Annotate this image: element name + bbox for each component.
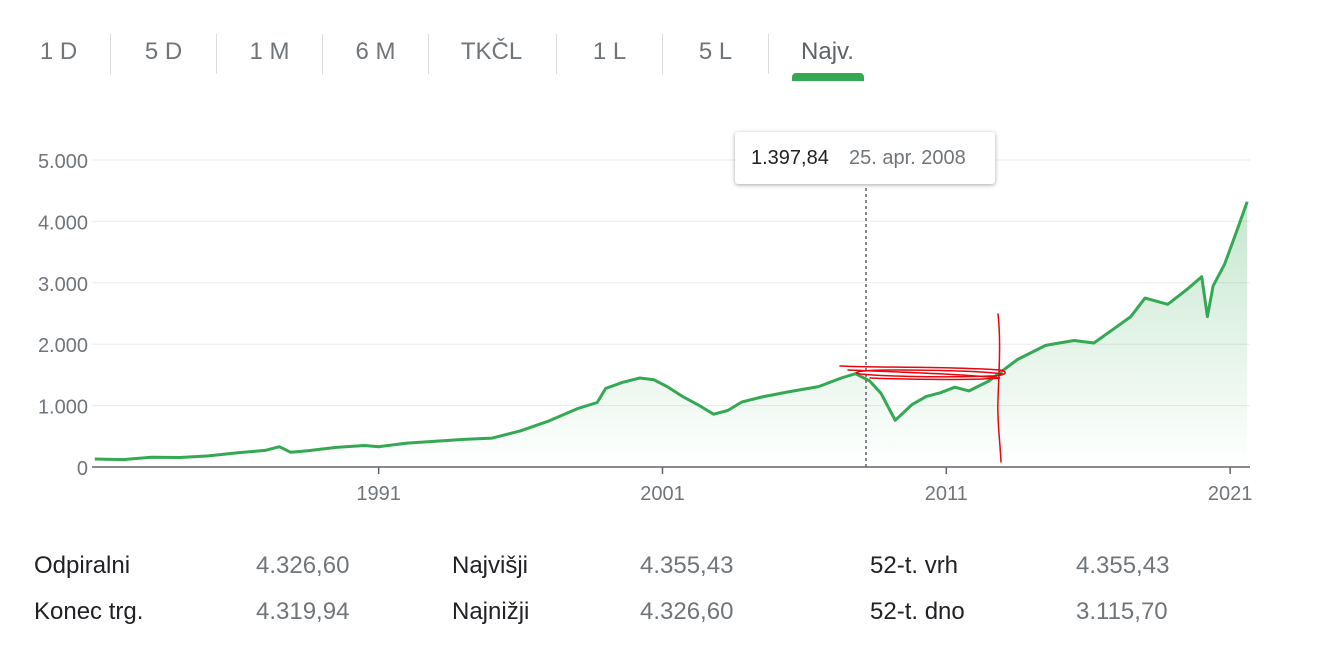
tab-separator <box>216 34 217 74</box>
low-label: Najnižji <box>452 598 530 625</box>
price-chart[interactable]: 0 1.000 2.000 3.000 4.000 5.000 1991 2001 2011 2… <box>0 100 1323 520</box>
tab-label: 1 D <box>39 38 78 65</box>
tab-separator <box>662 34 663 74</box>
tab-separator <box>428 34 429 74</box>
low-value: 4.326,60 <box>640 598 734 625</box>
tooltip-date: 25. apr. 2008 <box>849 147 966 169</box>
tab-ytd[interactable]: TKČL <box>429 22 554 82</box>
tab-separator <box>556 34 557 74</box>
open-label: Odpiralni <box>34 552 131 579</box>
open-value: 4.326,60 <box>256 552 350 579</box>
tab-label: Najv. <box>801 38 854 65</box>
high-value: 4.355,43 <box>640 552 734 579</box>
x-axis: 1991 2001 2011 2021 <box>356 467 1252 505</box>
tab-1m[interactable]: 1 M <box>217 22 322 82</box>
y-tick-label: 3.000 <box>38 274 88 296</box>
x-tick-label: 2001 <box>640 483 685 505</box>
tab-label: 1 L <box>592 38 627 65</box>
y-axis: 0 1.000 2.000 3.000 4.000 5.000 <box>38 151 88 480</box>
tab-5y[interactable]: 5 L <box>663 22 768 82</box>
range-tabs: 1 D 5 D 1 M 6 M TKČL 1 L 5 L Najv. <box>0 22 900 82</box>
y-tick-label: 2.000 <box>38 335 88 357</box>
tab-label: 1 M <box>249 38 290 65</box>
high-label: Najvišji <box>452 552 529 579</box>
active-tab-indicator <box>792 73 864 81</box>
y-tick-label: 4.000 <box>38 212 88 234</box>
wk52-low-value: 3.115,70 <box>1076 598 1168 625</box>
hand-drawn-annotation <box>839 313 1006 463</box>
y-tick-label: 1.000 <box>38 397 88 419</box>
close-value: 4.319,94 <box>256 598 350 625</box>
tab-1d[interactable]: 1 D <box>6 22 111 82</box>
tab-6m[interactable]: 6 M <box>323 22 428 82</box>
tab-label: TKČL <box>460 38 523 65</box>
x-tick-label: 2011 <box>925 483 968 505</box>
price-line <box>94 201 1249 462</box>
y-tick-label: 5.000 <box>38 151 88 173</box>
hover-tooltip: 1.397,84 25. apr. 2008 <box>735 132 995 184</box>
y-tick-label: 0 <box>77 458 88 480</box>
tab-5d[interactable]: 5 D <box>111 22 216 82</box>
price-area-fill <box>94 201 1248 468</box>
tab-label: 5 D <box>144 38 183 65</box>
tab-1y[interactable]: 1 L <box>557 22 662 82</box>
x-tick-label: 2021 <box>1208 483 1253 505</box>
close-label: Konec trg. <box>34 598 144 625</box>
tab-label: 6 M <box>355 38 396 65</box>
wk52-low-label: 52-t. dno <box>870 598 965 625</box>
tab-max[interactable]: Najv. <box>775 22 880 82</box>
tab-label: 5 L <box>698 38 733 65</box>
tab-separator <box>110 34 111 74</box>
tab-separator <box>768 34 769 74</box>
wk52-high-value: 4.355,43 <box>1076 552 1170 579</box>
tooltip-value: 1.397,84 <box>751 147 829 169</box>
tab-separator <box>322 34 323 74</box>
stats-table: Odpiralni 4.326,60 Konec trg. 4.319,94 N… <box>0 540 1323 640</box>
wk52-high-label: 52-t. vrh <box>870 552 959 579</box>
x-tick-label: 1991 <box>356 483 401 505</box>
